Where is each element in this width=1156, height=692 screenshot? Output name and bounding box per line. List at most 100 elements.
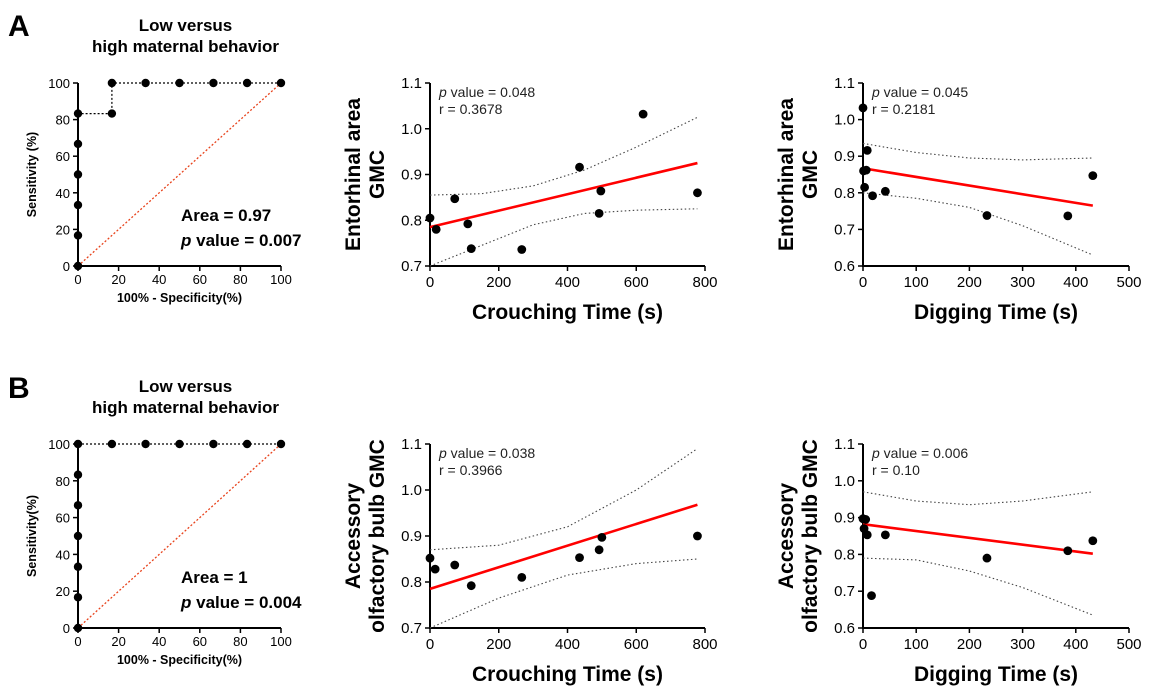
roc-chart-b: 0 20 40 60 80 100 0 20 40 60 80 100 Low versus high m… <box>25 377 302 667</box>
x-tick-label: 400 <box>555 636 580 653</box>
data-point <box>858 103 868 113</box>
p-value-annotation: p value = 0.038 <box>438 445 535 461</box>
y-axis-title-line1: Accessory <box>342 483 365 590</box>
roc-point <box>73 170 83 179</box>
y-axis-title: Sensitivity(%) <box>25 495 39 577</box>
p-italic: p <box>438 445 447 461</box>
roc-point <box>175 78 184 88</box>
p-value-text: value = 0.045 <box>880 84 969 100</box>
regression-line <box>429 503 698 591</box>
y-tick-label: 0.7 <box>401 620 422 637</box>
x-axis-title: Digging Time (s) <box>914 301 1078 324</box>
y-axis-title-line1: Entorhinal area <box>775 98 798 251</box>
y-tick-label: 40 <box>56 547 70 562</box>
x-tick-label: 40 <box>152 272 166 287</box>
roc-point <box>73 623 83 633</box>
roc-point <box>141 439 150 449</box>
roc-point <box>73 439 83 449</box>
data-point <box>594 208 604 218</box>
data-point <box>862 530 872 540</box>
roc-point <box>242 439 252 449</box>
chart-title-line2: high maternal behavior <box>92 37 279 56</box>
y-tick-label: 0.8 <box>401 574 422 591</box>
y-tick-label: 0.7 <box>401 258 422 275</box>
data-point <box>517 245 527 254</box>
x-tick-label: 80 <box>233 634 247 649</box>
scatter-chart-b-crouching: 0 200 400 600 800 0.7 0.8 0.9 1.0 1.1 Crouching Ti… <box>342 436 718 686</box>
roc-point <box>242 78 252 88</box>
y-axis-title-line2: olfactory bulb GMC <box>799 439 822 633</box>
chart-title-line1: Low versus <box>139 16 233 35</box>
y-tick-label: 100 <box>48 76 70 91</box>
roc-point <box>141 78 150 88</box>
reference-line <box>77 82 282 267</box>
roc-point <box>73 593 83 602</box>
y-axis-title-line2: GMC <box>799 150 822 199</box>
x-tick-label: 300 <box>1010 274 1035 291</box>
data-point <box>425 213 435 223</box>
y-tick-label: 0.8 <box>834 546 855 563</box>
x-tick-label: 100 <box>270 634 292 649</box>
data-point <box>1088 536 1098 546</box>
ci-lower-band <box>862 557 1094 616</box>
roc-point <box>276 78 286 88</box>
y-tick-label: 0.7 <box>834 221 855 238</box>
roc-point <box>73 562 83 571</box>
x-tick-label: 600 <box>624 274 649 291</box>
y-axis-title: Sensitivity (%) <box>25 132 39 217</box>
x-axis-title: 100% - Specificity(%) <box>117 653 242 667</box>
roc-point <box>73 139 83 149</box>
p-value-annotation: p value = 0.045 <box>871 84 968 100</box>
data-point <box>638 109 648 119</box>
p-value-text: value = 0.006 <box>880 445 969 461</box>
data-point <box>861 515 871 524</box>
r-annotation: r = 0.2181 <box>872 101 936 117</box>
roc-point <box>73 200 83 210</box>
data-point <box>425 553 435 563</box>
y-tick-label: 0.9 <box>401 167 422 184</box>
y-axis-title-line1: Entorhinal area <box>342 98 365 251</box>
data-point <box>860 182 869 192</box>
x-tick-label: 400 <box>1063 636 1088 653</box>
p-italic: p <box>180 231 191 250</box>
data-point <box>517 573 527 582</box>
p-value-text: value = 0.007 <box>191 231 301 250</box>
roc-point <box>73 501 83 510</box>
x-tick-label: 60 <box>193 272 207 287</box>
p-value-text: value = 0.004 <box>191 593 302 612</box>
y-tick-label: 1.0 <box>401 482 422 499</box>
data-point <box>430 564 440 574</box>
roc-point <box>107 109 117 118</box>
x-tick-label: 100 <box>904 636 929 653</box>
p-value-annotation: p value = 0.006 <box>871 445 968 461</box>
data-point <box>1063 211 1073 221</box>
roc-point <box>73 531 83 541</box>
p-italic: p <box>871 84 880 100</box>
x-tick-label: 80 <box>233 272 247 287</box>
y-tick-label: 0.8 <box>834 185 855 202</box>
y-axis-title-line2: olfactory bulb GMC <box>366 439 389 633</box>
roc-point <box>209 439 218 449</box>
ci-lower-band <box>429 558 698 629</box>
y-tick-label: 1.0 <box>834 112 855 129</box>
y-tick-label: 20 <box>56 584 70 599</box>
data-point <box>982 211 992 220</box>
x-tick-label: 0 <box>859 636 867 653</box>
y-tick-label: 0.6 <box>834 620 855 637</box>
y-tick-label: 0.6 <box>834 258 855 275</box>
y-tick-label: 1.0 <box>834 473 855 490</box>
x-tick-label: 100 <box>270 272 292 287</box>
y-tick-label: 80 <box>56 474 70 489</box>
data-point <box>431 225 441 234</box>
x-tick-label: 0 <box>426 636 434 653</box>
x-tick-label: 800 <box>692 274 717 291</box>
ci-lower-band <box>429 208 698 267</box>
x-tick-label: 400 <box>1063 274 1088 291</box>
y-tick-label: 1.1 <box>834 436 855 453</box>
y-tick-label: 0 <box>63 259 70 274</box>
chart-title-line2: high maternal behavior <box>92 398 279 417</box>
y-tick-label: 0.9 <box>401 528 422 545</box>
data-point <box>594 545 604 555</box>
y-tick-label: 0 <box>63 621 70 636</box>
x-axis-title: Crouching Time (s) <box>472 663 663 686</box>
